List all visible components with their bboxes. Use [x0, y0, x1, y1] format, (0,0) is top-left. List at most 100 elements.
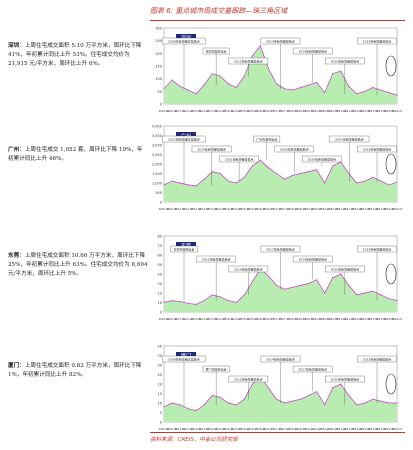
x-tick-label: 2017-01	[271, 427, 282, 431]
data-point	[195, 93, 197, 95]
x-tick-label: 2022-07	[359, 427, 370, 431]
x-tick-label: 2022-01	[351, 109, 362, 113]
data-point	[275, 284, 277, 286]
data-point	[243, 398, 245, 400]
x-tick-label: 2013-01	[207, 317, 218, 321]
data-point	[388, 402, 390, 404]
data-point	[324, 404, 326, 406]
y-tick-label: 4,000	[152, 125, 162, 129]
annotation-label: 2023年新增量最低点	[363, 246, 392, 251]
data-point	[396, 94, 398, 96]
data-point	[211, 73, 213, 75]
y-tick-label: 50	[158, 263, 162, 267]
data-point	[243, 75, 245, 77]
data-point	[300, 173, 302, 174]
x-tick-label: 2024-01	[384, 427, 395, 431]
x-tick-label: 2020-01	[319, 427, 330, 431]
data-point	[292, 400, 294, 402]
annotation-label: 深圳市政府出台	[206, 48, 227, 53]
data-point	[219, 296, 221, 298]
data-point	[340, 273, 342, 275]
latest-highlight-ellipse	[385, 55, 397, 77]
x-tick-label: 2019-07	[311, 317, 322, 321]
x-tick-label: 2019-07	[311, 109, 322, 113]
x-tick-label: 2019-01	[303, 317, 314, 321]
annotation-label: 2020年新增量最低点	[331, 376, 360, 381]
data-point	[380, 89, 382, 91]
x-tick-label: 2022-07	[359, 207, 370, 211]
data-point	[203, 404, 205, 406]
data-point	[235, 182, 237, 184]
x-tick-label: 2013-07	[215, 109, 226, 113]
data-point	[380, 294, 382, 296]
source-note: 资料来源：CREIS，中金公司研究部	[150, 437, 238, 443]
x-tick-label: 2012-01	[191, 109, 202, 113]
x-tick-label: 2012-07	[199, 317, 210, 321]
x-tick-label: 2021-07	[343, 207, 354, 211]
x-tick-label: 2013-07	[215, 207, 226, 211]
y-tick-label: 150	[155, 65, 162, 69]
data-point	[227, 83, 229, 85]
data-point	[187, 408, 189, 410]
y-tick-label: 2,000	[152, 163, 162, 167]
data-point	[364, 180, 366, 182]
y-tick-label: 15	[158, 392, 162, 396]
x-tick-label: 2024-01	[384, 109, 395, 113]
annotation-label: 2008年新增量达最低点	[168, 356, 200, 361]
data-point	[163, 184, 165, 186]
data-point	[195, 410, 197, 412]
x-tick-label: 2019-07	[311, 207, 322, 211]
series-line	[163, 159, 398, 187]
data-point	[348, 394, 350, 396]
data-point	[364, 402, 366, 404]
city-name: 厦门	[8, 363, 20, 369]
data-point	[292, 286, 294, 288]
data-point	[324, 92, 326, 94]
data-point	[332, 277, 334, 279]
annotation-label: 2014年新增量最低点	[197, 146, 226, 151]
annotation-label: 2018年新增量最低点	[280, 146, 309, 151]
y-tick-label: 3,000	[152, 144, 162, 148]
x-tick-label: 2017-07	[279, 109, 290, 113]
y-tick-label: 500	[155, 191, 162, 195]
series-area	[164, 160, 397, 202]
city-desc-0: 深圳：上周住宅成交面积 5.10 万平方米，周环比下降 41%，年初累计同比上升…	[8, 43, 142, 67]
data-point	[348, 85, 350, 87]
annotation-label: 2023年新增量最低点	[363, 146, 392, 151]
x-tick-label: 2018-07	[295, 109, 306, 113]
data-point	[300, 87, 302, 89]
annotation-label: 2020年新增量最低点	[331, 58, 360, 63]
annotation-label: 2017年新增量最低点	[298, 366, 327, 371]
x-tick-label: 2016-07	[263, 207, 274, 211]
data-point	[171, 402, 173, 404]
y-tick-label: 3,500	[152, 134, 162, 138]
x-tick-label: 2014-07	[231, 109, 242, 113]
figure-footer: 资料来源：CREIS，中金公司研究部	[150, 432, 405, 447]
x-tick-label: 2021-01	[335, 109, 346, 113]
x-tick-label: 2010-01	[159, 317, 170, 321]
annotation-label: 厦门市政府出台	[206, 366, 227, 371]
series-area	[164, 269, 397, 312]
data-point	[227, 300, 229, 302]
x-tick-label: 2024-07	[392, 207, 403, 211]
annotation-label: 2019年新增量最低点	[298, 48, 327, 53]
y-tick-label: 300	[155, 27, 162, 31]
data-point	[332, 165, 334, 167]
x-tick-label: 2011-01	[175, 109, 186, 113]
data-point	[284, 402, 286, 404]
x-tick-label: 2015-07	[247, 109, 258, 113]
latest-highlight-ellipse	[385, 263, 397, 285]
figure-title: 图表 6: 重点城市周成交量跟踪—珠三角区域	[150, 7, 288, 15]
data-point	[364, 292, 366, 294]
data-point	[275, 398, 277, 400]
city-name: 广州	[8, 147, 20, 153]
y-tick-label: 30	[158, 364, 162, 368]
annotation-label: 广州市政府出台	[256, 136, 277, 141]
data-point	[259, 45, 261, 47]
x-tick-label: 2022-01	[351, 427, 362, 431]
y-tick-label: 60	[158, 254, 162, 258]
data-point	[372, 87, 374, 89]
data-point	[171, 79, 173, 81]
data-point	[292, 89, 294, 91]
x-tick-label: 2010-01	[159, 207, 170, 211]
